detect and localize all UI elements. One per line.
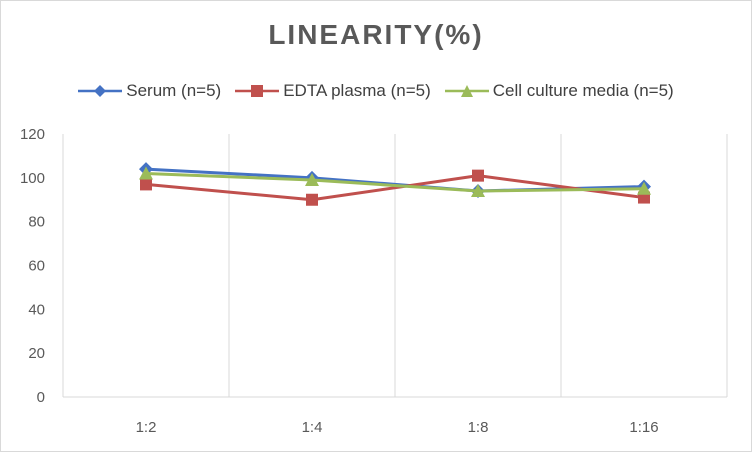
chart-legend: Serum (n=5) EDTA plasma (n=5) Cell cultu… xyxy=(1,81,751,101)
data-point-edta-plasma xyxy=(306,193,318,206)
x-tick-label: 1:4 xyxy=(302,419,323,436)
data-point-edta-plasma xyxy=(140,178,152,191)
y-tick-label: 80 xyxy=(28,214,45,231)
legend-key-serum xyxy=(78,85,123,97)
x-tick-label: 1:2 xyxy=(136,419,157,436)
series-line-edta-plasma xyxy=(145,174,645,202)
y-tick-label: 120 xyxy=(20,126,45,143)
x-tick-label: 1:16 xyxy=(629,419,658,436)
legend-item-cell-culture-media: Cell culture media (n=5) xyxy=(444,81,674,101)
legend-label-edta-plasma: EDTA plasma (n=5) xyxy=(283,81,431,100)
x-tick-label: 1:8 xyxy=(468,419,489,436)
legend-item-serum: Serum (n=5) xyxy=(78,81,221,101)
y-tick-label: 100 xyxy=(20,170,45,187)
chart-title: LINEARITY(%) xyxy=(268,19,484,50)
legend-label-serum: Serum (n=5) xyxy=(126,81,222,100)
data-point-edta-plasma xyxy=(472,169,484,182)
data-point-cell-culture-media xyxy=(305,173,319,187)
data-point-cell-culture-media xyxy=(471,183,485,197)
y-tick-label: 40 xyxy=(28,301,45,318)
legend-key-edta-plasma xyxy=(235,85,280,97)
legend-item-edta-plasma: EDTA plasma (n=5) xyxy=(235,81,431,101)
legend-label-cell-culture-media: Cell culture media (n=5) xyxy=(492,81,674,100)
data-point-cell-culture-media xyxy=(637,181,651,195)
series-line-cell-culture-media xyxy=(145,171,645,193)
y-tick-label: 0 xyxy=(37,389,45,406)
y-tick-label: 20 xyxy=(28,345,45,362)
data-point-cell-culture-media xyxy=(139,166,153,180)
legend-key-cell-culture-media xyxy=(444,85,489,97)
y-tick-label: 60 xyxy=(28,258,45,275)
